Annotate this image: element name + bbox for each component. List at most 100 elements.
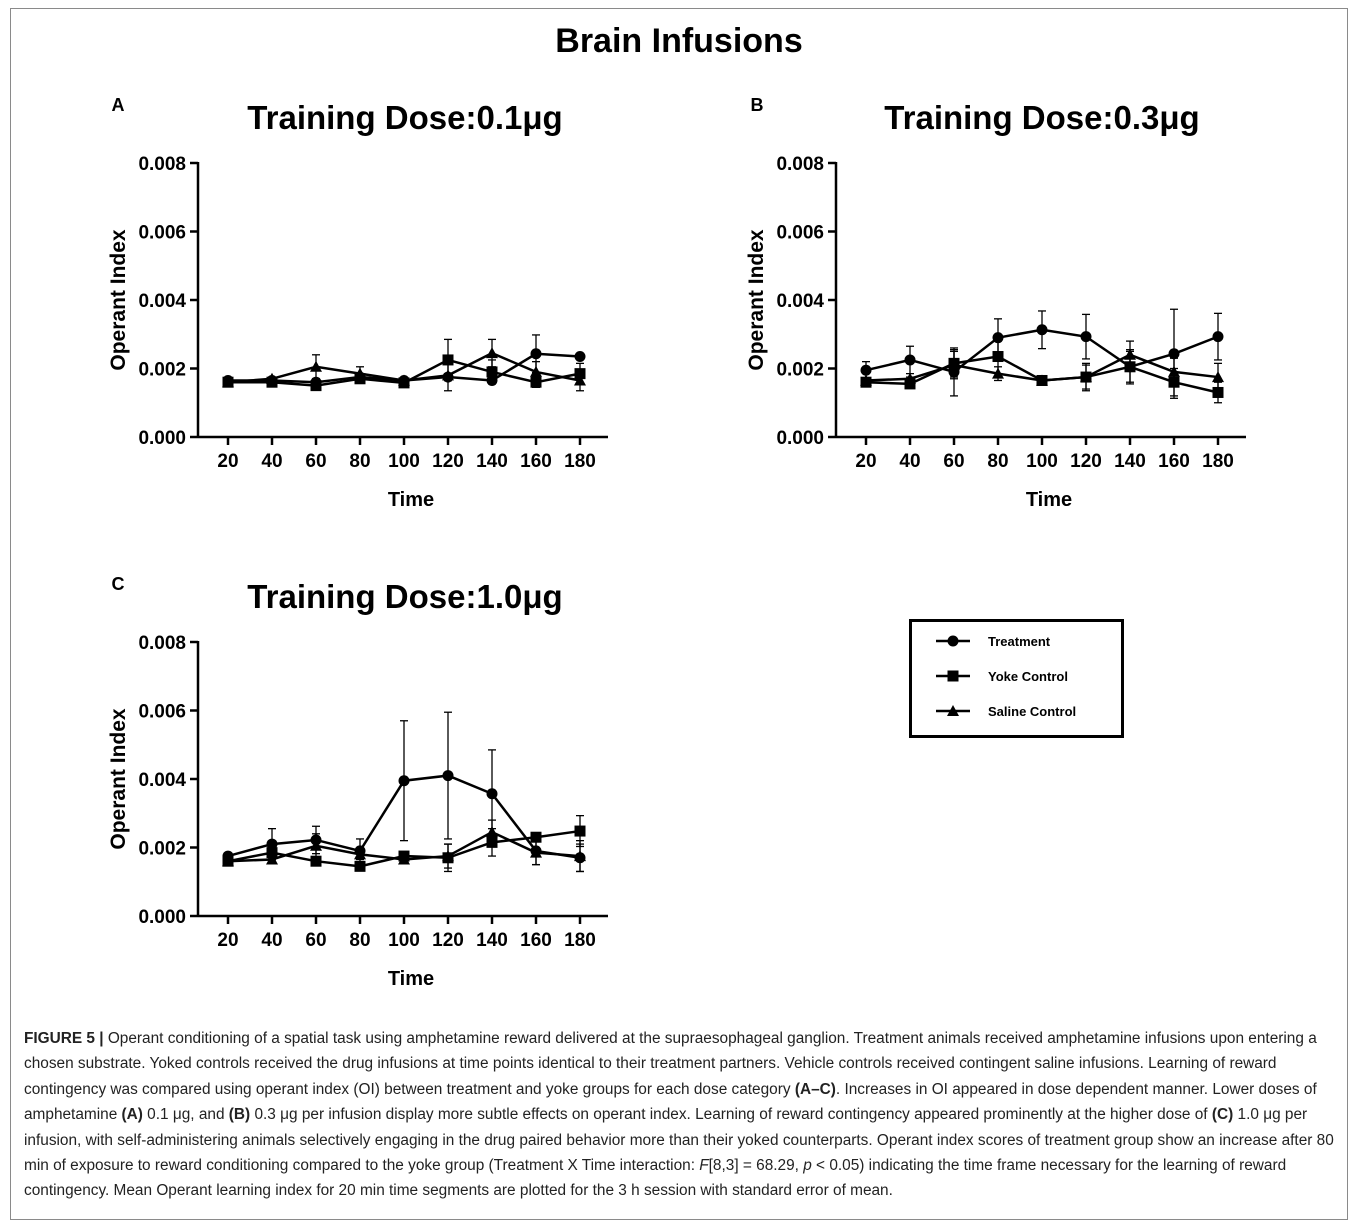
data-point-saline bbox=[354, 367, 366, 379]
caption-text-2: . Increases in OI appeared in dose depen… bbox=[24, 1080, 1317, 1124]
data-point-saline bbox=[574, 374, 586, 386]
legend: Treatment Yoke Control Saline Control bbox=[909, 619, 1124, 738]
x-tick-label: 160 bbox=[520, 451, 552, 472]
x-tick-label: 40 bbox=[261, 451, 282, 472]
y-tick-label: 0.006 bbox=[776, 223, 824, 244]
y-tick-label: 0.006 bbox=[138, 223, 186, 244]
panel-letter: C bbox=[112, 574, 125, 594]
data-point-yoke bbox=[310, 380, 322, 392]
data-point-yoke bbox=[904, 378, 916, 390]
x-tick-label: 160 bbox=[1158, 451, 1190, 472]
x-tick-label: 120 bbox=[432, 930, 464, 951]
data-point-treatment bbox=[860, 364, 872, 376]
y-tick-label: 0.008 bbox=[138, 154, 186, 175]
data-point-saline bbox=[486, 826, 498, 838]
data-point-saline bbox=[1168, 365, 1180, 377]
x-tick-label: 20 bbox=[855, 451, 876, 472]
data-point-saline bbox=[530, 365, 542, 377]
data-point-saline bbox=[1080, 371, 1092, 383]
data-point-saline bbox=[398, 374, 410, 386]
caption-ref-a: (A) bbox=[121, 1106, 143, 1124]
data-point-saline bbox=[574, 850, 586, 862]
x-tick-label: 180 bbox=[564, 451, 596, 472]
data-point-saline bbox=[222, 376, 234, 388]
panel-title: Training Dose:0.1μg bbox=[247, 99, 562, 136]
legend-circle-marker bbox=[936, 635, 970, 647]
data-point-saline bbox=[904, 372, 916, 384]
legend-item-saline: Saline Control bbox=[934, 701, 1076, 721]
y-tick-label: 0.002 bbox=[776, 360, 824, 381]
x-tick-label: 80 bbox=[349, 451, 370, 472]
x-tick-label: 120 bbox=[1070, 451, 1102, 472]
y-axis-label: Operant Index bbox=[745, 229, 768, 371]
data-point-saline bbox=[1124, 348, 1136, 360]
x-axis-label: Time bbox=[388, 968, 434, 990]
data-point-saline bbox=[442, 369, 454, 381]
y-tick-label: 0.004 bbox=[138, 770, 186, 791]
x-tick-label: 180 bbox=[564, 930, 596, 951]
data-point-yoke bbox=[992, 351, 1004, 363]
caption-ref-c: (C) bbox=[1211, 1106, 1234, 1124]
data-point-saline bbox=[222, 855, 234, 867]
x-tick-label: 140 bbox=[476, 930, 508, 951]
y-tick-label: 0.004 bbox=[776, 291, 824, 312]
x-tick-label: 40 bbox=[899, 451, 920, 472]
y-tick-label: 0.002 bbox=[138, 360, 186, 381]
data-point-saline bbox=[948, 359, 960, 371]
x-tick-label: 140 bbox=[476, 451, 508, 472]
x-tick-label: 80 bbox=[987, 451, 1008, 472]
caption-text-5: 1.0 μg per infusion, with self-administe… bbox=[24, 1106, 1334, 1175]
data-point-treatment bbox=[1080, 331, 1092, 343]
caption-stat-f: F bbox=[699, 1157, 709, 1175]
caption-label: FIGURE 5 | bbox=[24, 1030, 104, 1047]
y-tick-label: 0.006 bbox=[138, 702, 186, 723]
x-tick-label: 100 bbox=[388, 930, 420, 951]
x-tick-label: 60 bbox=[943, 451, 964, 472]
x-axis-label: Time bbox=[1026, 489, 1072, 511]
x-tick-label: 60 bbox=[305, 930, 326, 951]
x-tick-label: 100 bbox=[1026, 451, 1058, 472]
data-point-saline bbox=[992, 367, 1004, 379]
x-tick-label: 40 bbox=[261, 930, 282, 951]
caption-ref-b: (B) bbox=[228, 1106, 251, 1124]
data-point-saline bbox=[1212, 371, 1224, 383]
figure-caption: FIGURE 5 | Operant conditioning of a spa… bbox=[24, 1026, 1336, 1204]
data-point-treatment bbox=[398, 775, 410, 787]
x-axis-label: Time bbox=[388, 489, 434, 511]
legend-square-marker bbox=[936, 670, 970, 682]
figure-frame bbox=[10, 8, 1348, 1220]
legend-label-saline: Saline Control bbox=[988, 703, 1077, 719]
panel-title: Training Dose:0.3μg bbox=[884, 99, 1199, 136]
data-point-treatment bbox=[530, 348, 542, 360]
x-tick-label: 20 bbox=[217, 930, 238, 951]
data-point-yoke bbox=[486, 366, 498, 378]
data-point-saline bbox=[310, 360, 322, 372]
y-tick-label: 0.002 bbox=[138, 839, 186, 860]
caption-stat-p: p bbox=[803, 1157, 812, 1175]
data-point-saline bbox=[354, 848, 366, 860]
legend-label-yoke: Yoke Control bbox=[988, 668, 1068, 684]
data-point-treatment bbox=[442, 770, 454, 782]
y-axis-label: Operant Index bbox=[107, 708, 130, 850]
x-tick-label: 180 bbox=[1202, 451, 1234, 472]
data-point-saline bbox=[860, 374, 872, 386]
caption-text-4: 0.3 μg per infusion display more subtle … bbox=[250, 1106, 1212, 1124]
data-point-treatment bbox=[574, 351, 586, 363]
data-point-treatment bbox=[1036, 324, 1048, 336]
data-point-saline bbox=[398, 853, 410, 865]
x-tick-label: 80 bbox=[349, 930, 370, 951]
panel-letter: B bbox=[751, 95, 764, 115]
caption-text-3: 0.1 μg, and bbox=[142, 1106, 229, 1124]
data-point-yoke bbox=[574, 825, 586, 837]
caption-text-7: < 0.05) indicating the time frame necess… bbox=[24, 1157, 1287, 1200]
x-tick-label: 140 bbox=[1114, 451, 1146, 472]
data-point-saline bbox=[442, 850, 454, 862]
y-tick-label: 0.008 bbox=[138, 633, 186, 654]
data-point-treatment bbox=[266, 838, 278, 850]
legend-item-yoke: Yoke Control bbox=[934, 666, 1068, 686]
data-point-yoke bbox=[266, 847, 278, 859]
caption-text-1: Operant conditioning of a spatial task u… bbox=[24, 1030, 1317, 1098]
y-tick-label: 0.000 bbox=[138, 907, 186, 928]
data-point-yoke bbox=[1212, 386, 1224, 398]
data-point-saline bbox=[266, 372, 278, 384]
